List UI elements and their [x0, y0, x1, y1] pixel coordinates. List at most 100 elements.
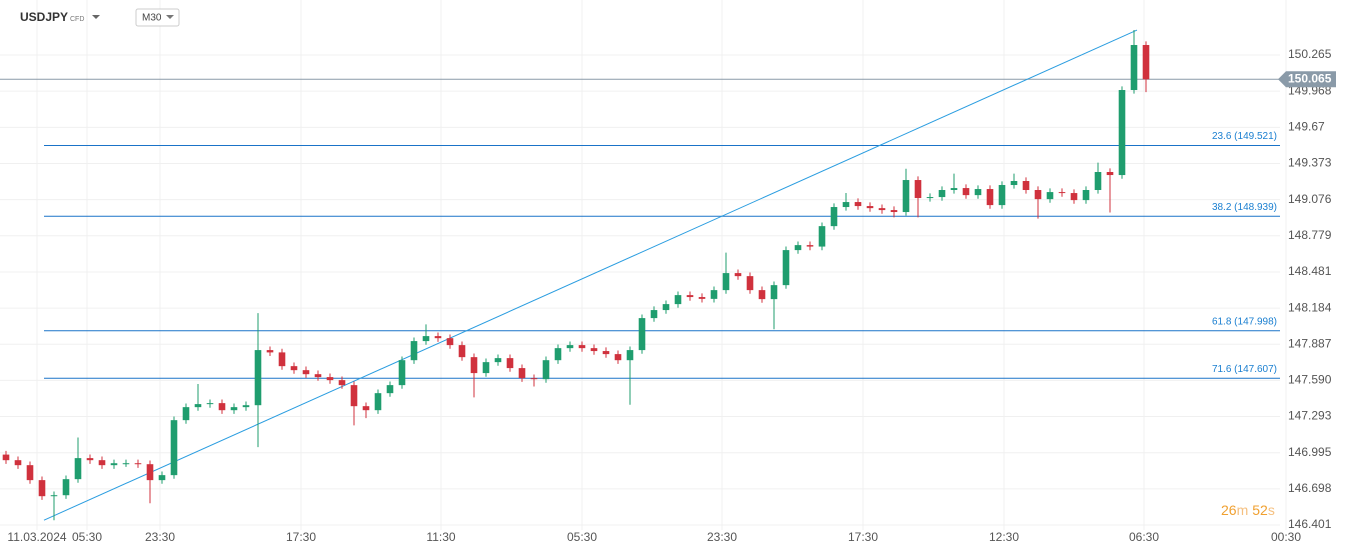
y-tick-label: 150.265 [1288, 47, 1332, 61]
candle-body [578, 345, 586, 349]
trendline [43, 29, 1138, 521]
candle-body [446, 338, 454, 346]
candle-body [494, 358, 502, 363]
candle-body [818, 226, 826, 247]
candle-body [146, 464, 154, 481]
candle-body [890, 210, 898, 213]
candle-body [98, 460, 106, 466]
last-price-label: 150.065 [1288, 71, 1332, 85]
y-tick-label: 148.779 [1288, 228, 1332, 242]
symbol[interactable]: USDJPY [20, 10, 68, 24]
candle-body [362, 406, 370, 411]
candle-body [662, 304, 670, 311]
candle-body [410, 341, 418, 361]
candle-body [290, 366, 298, 371]
y-tick-label: 148.184 [1288, 300, 1332, 314]
candle-body [1046, 192, 1054, 200]
candle-body [302, 370, 310, 375]
candle-body [386, 385, 394, 394]
candle-body [1118, 90, 1126, 176]
timer-unit: s [1268, 502, 1275, 518]
candle-body [914, 180, 922, 199]
timeframe[interactable]: M30 [142, 13, 162, 24]
candle-body [50, 495, 58, 497]
candle-body [26, 465, 34, 481]
candle-body [794, 245, 802, 251]
candle-body [86, 458, 94, 461]
candle-body [674, 295, 682, 305]
candle-body [962, 188, 970, 196]
candle-body [626, 350, 634, 361]
candle-body [74, 458, 82, 480]
candle-body [338, 380, 346, 386]
candle-body [866, 206, 874, 209]
symbol-dropdown[interactable] [92, 15, 100, 19]
candle-body [470, 357, 478, 374]
candle-body [350, 385, 358, 407]
candle-body [542, 360, 550, 380]
candle-body [254, 350, 262, 406]
candle-body [218, 403, 226, 411]
y-tick-label: 146.698 [1288, 481, 1332, 495]
candle-body [506, 358, 514, 369]
candle-body [398, 360, 406, 386]
candle-body [1106, 172, 1114, 176]
x-tick-label: 11:30 [426, 530, 455, 544]
candle-body [1094, 172, 1102, 191]
timeframe-select[interactable] [135, 8, 180, 27]
candle-body [1130, 45, 1138, 91]
candle-body [1034, 190, 1042, 200]
candle-body [602, 351, 610, 355]
timer-unit: m [1237, 502, 1249, 518]
last-price-tag [1278, 71, 1336, 88]
candle-body [278, 352, 286, 367]
y-tick-label: 147.293 [1288, 409, 1332, 423]
candle-body [974, 189, 982, 196]
candle-body [722, 273, 730, 291]
candle-body [710, 290, 718, 299]
instrument-type: CFD [70, 16, 84, 23]
candle-body [758, 290, 766, 300]
candle-body [950, 188, 958, 191]
candle-body [554, 348, 562, 361]
timeframe-dropdown[interactable] [166, 15, 174, 19]
candle-body [374, 393, 382, 411]
candle-body [986, 189, 994, 206]
candle-body [170, 420, 178, 476]
x-tick-label: 11.03.2024 [7, 530, 66, 544]
timer-seconds: 52 [1252, 502, 1268, 518]
candle-body [122, 463, 130, 465]
timer-minutes: 26 [1221, 502, 1237, 518]
fib-label: 61.8 (147.998) [1212, 316, 1277, 327]
y-tick-label: 146.401 [1288, 517, 1332, 531]
candle-body [830, 207, 838, 227]
candle-body [566, 345, 574, 349]
x-tick-label: 17:30 [286, 530, 316, 544]
candle-body [2, 454, 10, 461]
candle-body [182, 407, 190, 421]
y-tick-label: 148.481 [1288, 264, 1332, 278]
candle-body [926, 197, 934, 199]
candle-body [422, 336, 430, 342]
candle-body [158, 475, 166, 481]
y-tick-label: 149.076 [1288, 192, 1332, 206]
candle-body [1082, 190, 1090, 201]
candle-body [614, 354, 622, 361]
candle-body [434, 336, 442, 339]
candle-body [134, 463, 142, 465]
candle-body [746, 276, 754, 291]
timer: 26m 52s [1221, 502, 1275, 518]
candle-body [194, 404, 202, 408]
x-tick-label: 17:30 [848, 530, 878, 544]
candle-body [38, 480, 46, 497]
candle-body [230, 407, 238, 411]
y-tick-label: 149.67 [1288, 120, 1325, 134]
candle-body [62, 479, 70, 496]
x-tick-label: 05:30 [72, 530, 102, 544]
x-tick-label: 23:30 [707, 530, 737, 544]
candle-body [590, 348, 598, 352]
candle-body [734, 273, 742, 277]
candle-body [1070, 193, 1078, 201]
